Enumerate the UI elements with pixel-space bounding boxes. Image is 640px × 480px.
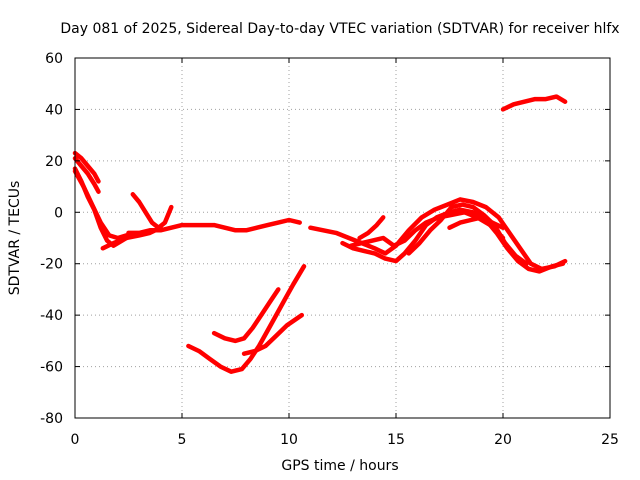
plot-frame xyxy=(74,57,611,419)
series-track-lower-1 xyxy=(186,264,307,374)
y-tick-label: 20 xyxy=(45,154,63,170)
data-series xyxy=(72,94,568,374)
series-track-afternoon-1 xyxy=(308,197,568,272)
y-tick-label: -60 xyxy=(40,360,63,376)
series-track-afternoon-4 xyxy=(357,215,386,241)
series-track-early-1 xyxy=(72,150,101,184)
series-track-afternoon-3 xyxy=(348,210,506,248)
series-track-evening xyxy=(500,94,568,112)
x-tick-label: 5 xyxy=(178,432,187,448)
series-track-lower-3 xyxy=(241,312,305,356)
series-track-early-4 xyxy=(72,168,129,241)
y-tick-label: -20 xyxy=(40,257,63,273)
axis-ticks: 0 5 10 15 20 25 -80 -60 -40 -20 0 20 40 60 xyxy=(40,51,619,448)
chart-title: Day 081 of 2025, Sidereal Day-to-day VTE… xyxy=(60,21,619,37)
series-track-lower-2 xyxy=(211,287,281,344)
y-tick-label: 60 xyxy=(45,51,63,67)
series-track-mid xyxy=(126,217,302,236)
y-tick-label: 0 xyxy=(54,205,63,221)
series-track-afternoon-6 xyxy=(447,215,506,230)
x-tick-label: 0 xyxy=(71,432,80,448)
x-tick-label: 25 xyxy=(601,432,619,448)
series-track-afternoon-5 xyxy=(406,202,529,266)
series-track-early-2 xyxy=(72,156,101,194)
y-tick-label: -80 xyxy=(40,411,63,427)
y-axis-label: SDTVAR / TECUs xyxy=(7,181,23,296)
y-tick-label: -40 xyxy=(40,308,63,324)
x-tick-label: 15 xyxy=(387,432,405,448)
x-axis-label: GPS time / hours xyxy=(281,458,398,474)
series-track-dip-1 xyxy=(130,192,174,230)
y-tick-label: 40 xyxy=(45,102,63,118)
x-tick-label: 10 xyxy=(280,432,298,448)
x-tick-label: 20 xyxy=(494,432,512,448)
